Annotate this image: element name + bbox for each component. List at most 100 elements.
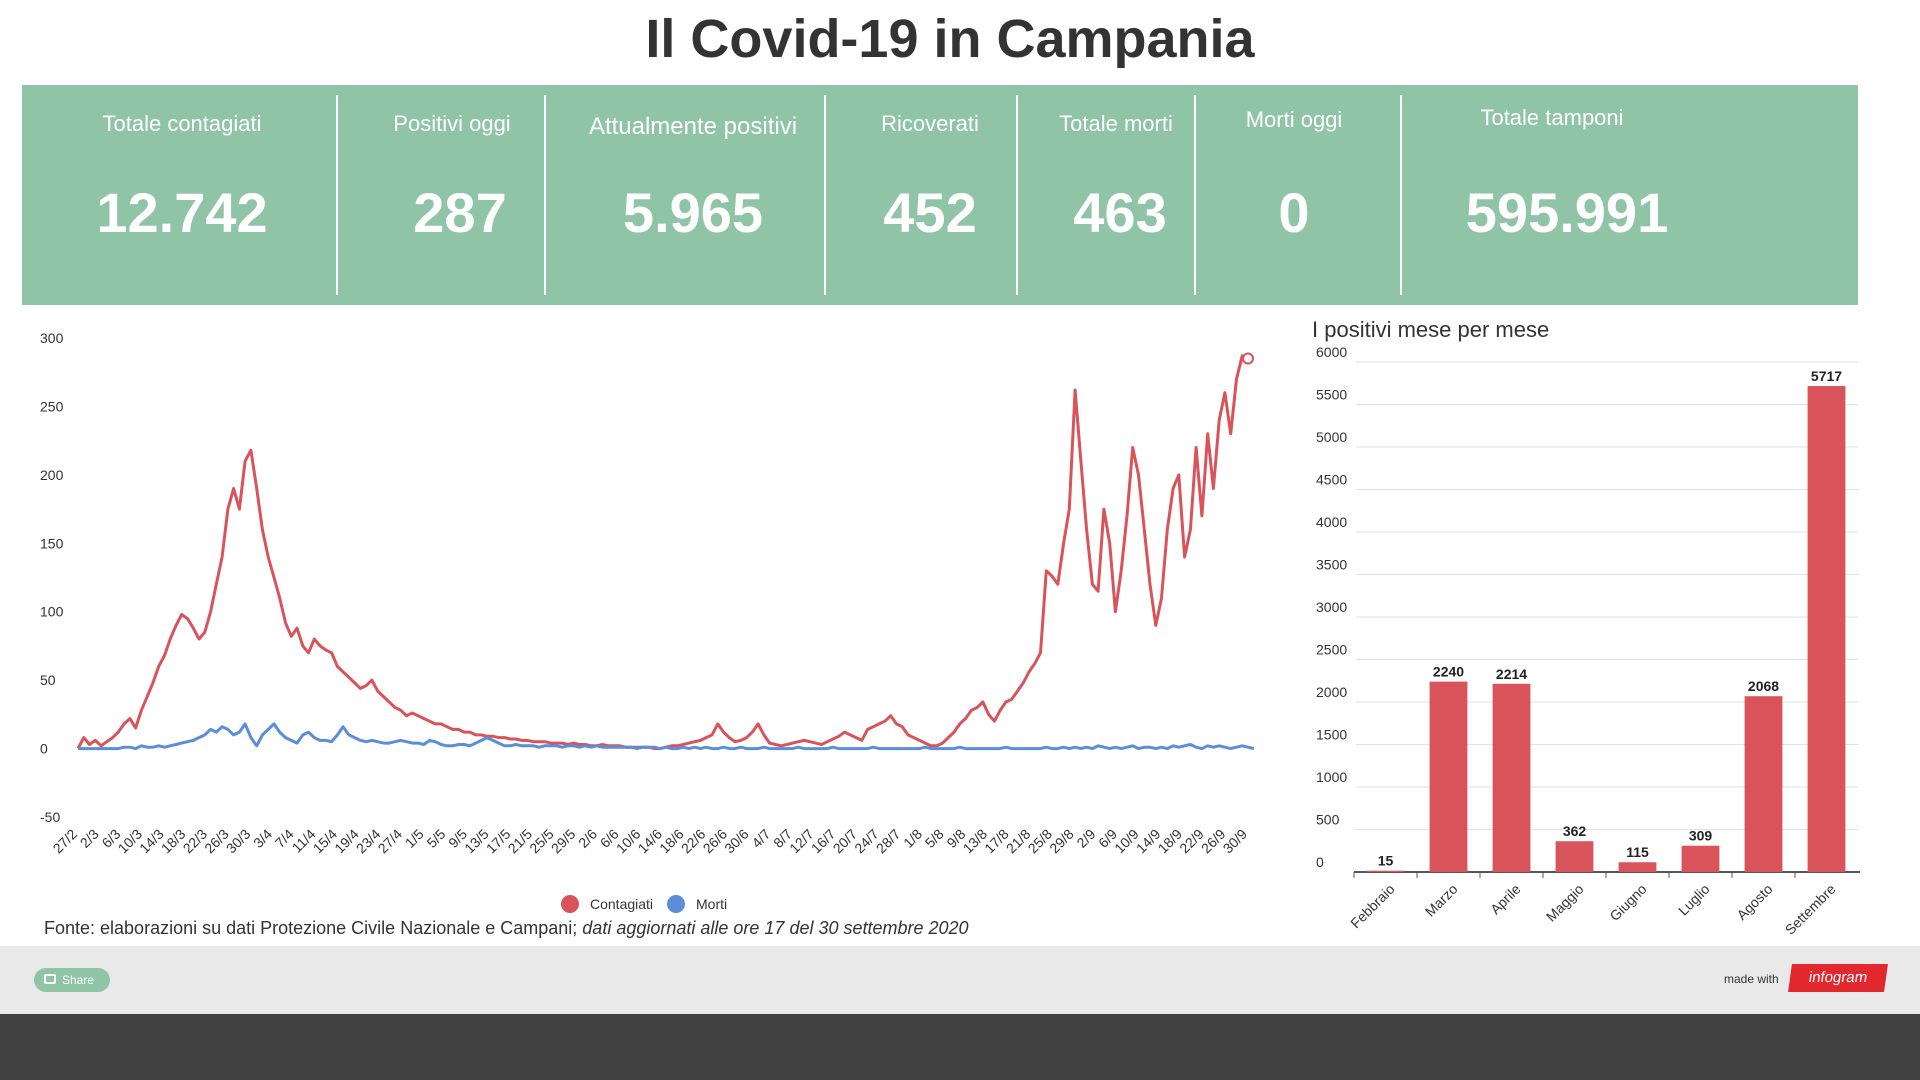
y-tick-label: 0 — [40, 741, 48, 757]
bar-value-label: 309 — [1689, 828, 1713, 844]
bar-value-label: 362 — [1563, 823, 1587, 839]
x-tick-label: 30/3 — [223, 826, 254, 857]
x-category-label: Agosto — [1733, 881, 1775, 923]
stat-divider — [1016, 95, 1018, 295]
y-tick-label: 500 — [1316, 812, 1340, 828]
stat-value: 287 — [413, 181, 507, 244]
x-category-label: Giugno — [1606, 881, 1649, 924]
made-with-label: made with — [1724, 972, 1779, 986]
stat-value: 595.991 — [1465, 181, 1669, 244]
x-tick-label: 1/8 — [900, 826, 925, 851]
stat-label: Positivi oggi — [393, 111, 511, 136]
x-tick-label: 30/9 — [1220, 826, 1251, 857]
x-tick-label: 2/3 — [77, 826, 102, 851]
line-chart: 300250200150100500-5027/22/36/310/314/31… — [40, 330, 1255, 913]
x-tick-label: 5/8 — [922, 826, 947, 851]
bar-settembre — [1807, 386, 1846, 872]
share-label: Share — [62, 973, 95, 987]
y-tick-label: 300 — [40, 330, 64, 346]
y-tick-label: 2000 — [1316, 684, 1347, 700]
stat-value: 5.965 — [622, 181, 764, 244]
legend-label-morti: Morti — [696, 896, 727, 912]
source-updated: dati aggiornati alle ore 17 del 30 sette… — [582, 918, 969, 938]
y-tick-label: 50 — [40, 672, 56, 688]
x-tick-label: 30/6 — [721, 826, 752, 857]
stat-divider — [336, 95, 338, 295]
stat-divider — [1400, 95, 1402, 295]
legend-swatch-morti — [667, 895, 685, 913]
bar-aprile — [1492, 683, 1531, 872]
bar-value-label: 115 — [1626, 844, 1649, 860]
bar-value-label: 5717 — [1811, 368, 1842, 384]
stat-divider — [1194, 95, 1196, 295]
bar-febbraio — [1366, 870, 1405, 872]
source-prefix: Fonte: elaborazioni su dati Protezione C… — [44, 918, 583, 938]
y-tick-label: 0 — [1316, 854, 1324, 870]
stat-value: 0 — [1278, 181, 1310, 244]
bar-giugno — [1618, 862, 1657, 872]
series-line-morti — [78, 722, 1255, 751]
stat-ricoverati: Ricoverati 452 — [840, 85, 1020, 305]
y-tick-label: 5500 — [1316, 387, 1347, 403]
y-tick-label: 4500 — [1316, 472, 1347, 488]
x-tick-label: 5/5 — [423, 826, 448, 851]
y-tick-label: 1500 — [1316, 727, 1347, 743]
bar-maggio — [1555, 841, 1594, 872]
y-tick-label: 100 — [40, 604, 64, 620]
last-point-marker — [1242, 352, 1254, 365]
page-title: Il Covid-19 in Campania — [645, 9, 1255, 69]
stat-divider — [824, 95, 826, 295]
stat-label: Ricoverati — [881, 111, 979, 136]
bar-chart: I positivi mese per mese 0 500 1000 1500 2000… — [1312, 317, 1860, 938]
x-category-label: Luglio — [1675, 881, 1713, 919]
x-tick-label: 27/4 — [375, 826, 406, 857]
y-tick-label: 5000 — [1316, 429, 1347, 445]
bottom-bar — [0, 1014, 1920, 1080]
stat-value: 12.742 — [96, 181, 268, 244]
x-tick-label: 29/5 — [548, 826, 579, 857]
bar-marzo — [1429, 681, 1468, 872]
y-tick-label: 150 — [40, 535, 64, 551]
stat-totale-morti: Totale morti 463 — [1026, 85, 1206, 305]
x-tick-label: 1/5 — [402, 826, 427, 851]
x-tick-label: 27/2 — [50, 826, 81, 857]
bar-luglio — [1681, 845, 1720, 872]
bar-value-label: 15 — [1378, 853, 1394, 869]
source-note: Fonte: elaborazioni su dati Protezione C… — [44, 918, 969, 939]
stat-totale-tamponi: Totale tamponi 595.991 — [1422, 85, 1682, 305]
legend-label-contagiati: Contagiati — [590, 896, 653, 912]
bar-value-label: 2240 — [1433, 664, 1464, 680]
y-tick-label: 2500 — [1316, 642, 1347, 658]
legend-swatch-contagiati — [561, 895, 579, 913]
bar-chart-title: I positivi mese per mese — [1312, 317, 1549, 342]
infogram-logo[interactable]: infogram — [1788, 964, 1888, 992]
stat-positivi-oggi: Positivi oggi 287 — [352, 85, 552, 305]
share-icon — [44, 974, 56, 984]
x-tick-label: 4/7 — [748, 826, 773, 851]
stat-value: 452 — [883, 181, 977, 244]
stat-divider — [544, 95, 546, 295]
share-button[interactable]: Share — [34, 968, 110, 992]
stats-band: Totale contagiati 12.742 Positivi oggi 2… — [22, 85, 1858, 305]
x-tick-label: 28/7 — [873, 826, 904, 857]
stat-label: Morti oggi — [1245, 107, 1343, 132]
x-tick-label: 2/9 — [1073, 826, 1098, 851]
y-tick-label: 250 — [40, 398, 64, 414]
x-tick-label: 3/4 — [250, 826, 275, 851]
stat-label: Totale tamponi — [1480, 105, 1624, 130]
y-tick-label: 4000 — [1316, 514, 1347, 530]
stat-attualmente-positivi: Attualmente positivi 5.965 — [558, 85, 828, 305]
y-tick-label: 6000 — [1316, 344, 1347, 360]
stat-label: Attualmente positivi — [588, 113, 798, 140]
stat-totale-contagiati: Totale contagiati 12.742 — [62, 85, 302, 305]
x-tick-label: 29/8 — [1046, 826, 1077, 857]
stat-morti-oggi: Morti oggi 0 — [1204, 85, 1384, 305]
x-category-label: Aprile — [1487, 881, 1524, 918]
y-tick-label: -50 — [40, 809, 60, 825]
series-line-contagiati — [76, 354, 1249, 751]
y-tick-label: 3000 — [1316, 599, 1347, 615]
x-category-label: Settembre — [1782, 881, 1839, 938]
x-category-label: Febbraio — [1347, 881, 1398, 932]
x-tick-label: 2/6 — [575, 826, 600, 851]
y-tick-label: 3500 — [1316, 557, 1347, 573]
